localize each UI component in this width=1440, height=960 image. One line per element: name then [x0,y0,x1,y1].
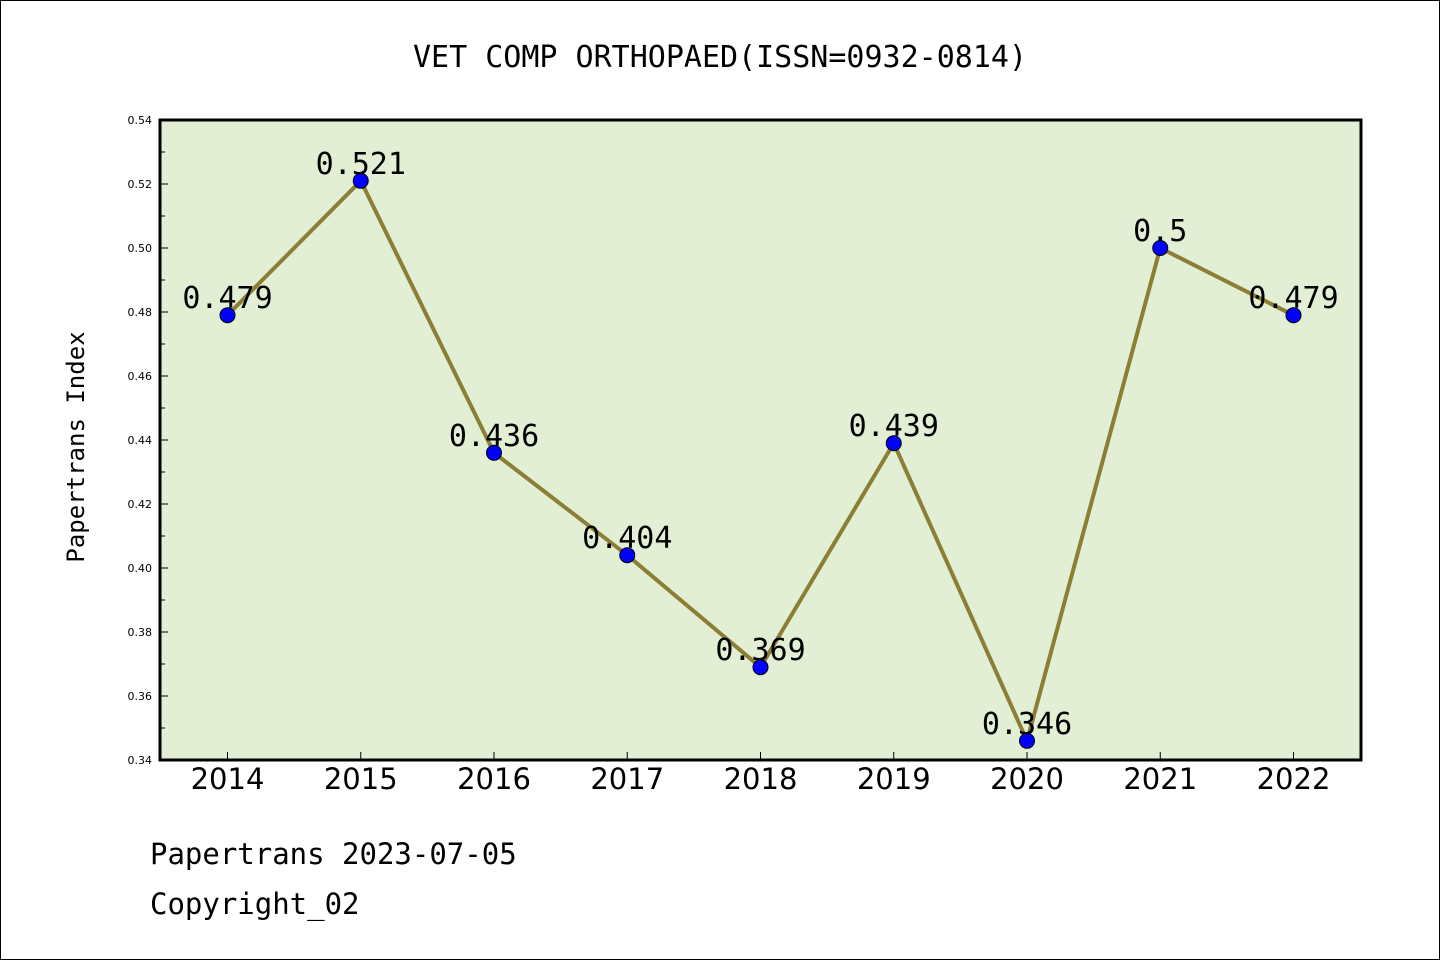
data-point-2015 [352,172,369,189]
data-label-2018: 0.369 [715,633,805,668]
x-tick-label: 2018 [724,762,798,796]
x-tick-label: 2015 [324,762,398,796]
data-point-2022 [1285,307,1302,324]
y-axis-label: Papertrans Index [62,331,90,562]
data-point-2017 [619,547,636,564]
data-label-2017: 0.404 [582,521,672,556]
y-tick-label: 0.48 [128,306,153,319]
chart-title: VET COMP ORTHOPAED(ISSN=0932-0814) [413,40,1027,75]
y-tick-label: 0.54 [128,114,153,127]
x-tick-label: 2016 [457,762,531,796]
data-label-2016: 0.436 [449,419,539,454]
data-point-2016 [486,444,502,461]
x-tick-label: 2022 [1257,762,1331,796]
y-tick-label: 0.44 [128,434,153,447]
data-label-2021: 0.5 [1133,214,1187,249]
data-label-2019: 0.439 [849,409,939,444]
y-tick-label: 0.46 [128,370,153,383]
x-tick-label: 2019 [857,762,931,796]
y-tick-label: 0.38 [128,626,153,639]
data-label-2014: 0.479 [182,281,272,316]
data-point-2014 [219,307,236,324]
y-tick-label: 0.34 [128,754,153,767]
data-label-2022: 0.479 [1248,281,1338,316]
footer-date: Papertrans 2023-07-05 [150,837,517,871]
data-labels: 0.479 0.521 0.436 0.404 0.369 0.439 0.346 0.5 0.… [182,147,1338,742]
data-label-2015: 0.521 [316,147,406,182]
y-tick-label: 0.52 [128,178,153,191]
x-tick-label: 2020 [990,762,1064,796]
x-tick-label: 2017 [590,762,664,796]
y-tick-label: 0.36 [128,690,153,703]
plot-area [158,118,1363,762]
data-point-2020 [1019,732,1035,749]
y-tick-label: 0.42 [128,498,153,511]
data-point-2019 [885,435,902,452]
x-tick-label: 2014 [191,762,265,796]
footer-copyright: Copyright_02 [150,887,360,922]
data-label-2020: 0.346 [982,707,1072,742]
x-tick-label: 2021 [1123,762,1197,796]
y-axis: 0.34 0.36 0.38 0.40 0.42 0.44 0.46 0.48 0.50 0.52… [128,114,168,767]
y-tick-label: 0.40 [128,562,153,575]
x-axis: 2014 2015 2016 2017 2018 2019 2020 2021 2022 [191,752,1331,796]
data-point-2018 [752,659,769,676]
data-point-2021 [1152,240,1169,256]
y-tick-label: 0.50 [128,242,153,255]
series-papertrans-index [219,172,1302,749]
